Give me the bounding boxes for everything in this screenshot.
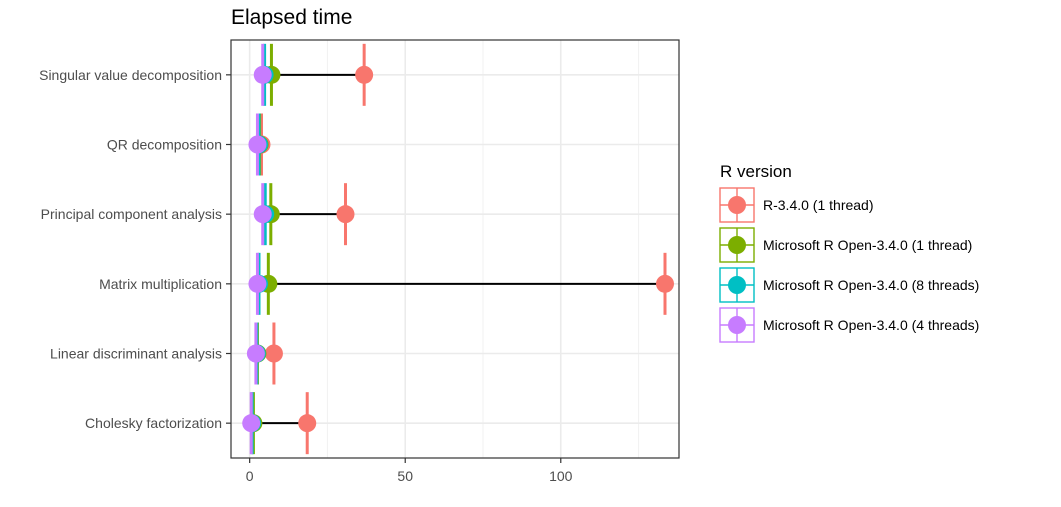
legend: R version R-3.4.0 (1 thread) Microsoft R … bbox=[719, 162, 979, 343]
legend-key-point bbox=[728, 316, 746, 334]
legend-label: R-3.4.0 (1 thread) bbox=[763, 197, 874, 213]
legend-item: Microsoft R Open-3.4.0 (1 thread) bbox=[719, 227, 972, 263]
data-marks bbox=[242, 43, 674, 455]
legend-key-point bbox=[728, 196, 746, 214]
point-mark bbox=[656, 274, 674, 293]
x-axis: 0 50 100 bbox=[246, 458, 573, 484]
legend-item: R-3.4.0 (1 thread) bbox=[719, 187, 874, 223]
legend-key-point bbox=[728, 236, 746, 254]
legend-label: Microsoft R Open-3.4.0 (1 thread) bbox=[763, 237, 972, 253]
x-tick-label: 0 bbox=[246, 468, 254, 484]
point-mark bbox=[248, 135, 267, 154]
y-tick-label: Principal component analysis bbox=[41, 206, 222, 222]
x-tick-label: 100 bbox=[549, 468, 573, 484]
chart-title: Elapsed time bbox=[231, 6, 352, 29]
point-mark bbox=[253, 205, 272, 224]
legend-title: R version bbox=[720, 162, 792, 181]
x-tick-label: 50 bbox=[397, 468, 413, 484]
y-tick-label: Linear discriminant analysis bbox=[50, 346, 222, 362]
y-tick-label: Cholesky factorization bbox=[85, 415, 222, 431]
y-axis: Cholesky factorization Linear discriminan… bbox=[39, 67, 231, 431]
plot-border bbox=[230, 39, 680, 459]
point-mark bbox=[242, 414, 261, 433]
legend-label: Microsoft R Open-3.4.0 (8 threads) bbox=[763, 277, 979, 293]
point-mark bbox=[336, 205, 355, 224]
y-tick-label: Singular value decomposition bbox=[39, 67, 222, 83]
legend-key-point bbox=[728, 276, 746, 294]
point-mark bbox=[246, 344, 265, 363]
point-mark bbox=[253, 65, 272, 84]
legend-item: Microsoft R Open-3.4.0 (4 threads) bbox=[719, 307, 979, 343]
point-mark bbox=[355, 65, 374, 84]
y-tick-label: QR decomposition bbox=[107, 137, 222, 153]
y-tick-label: Matrix multiplication bbox=[99, 276, 222, 292]
point-mark bbox=[264, 344, 283, 363]
plot-panel bbox=[231, 40, 679, 458]
point-mark bbox=[298, 414, 317, 433]
legend-label: Microsoft R Open-3.4.0 (4 threads) bbox=[763, 317, 979, 333]
point-mark bbox=[248, 274, 267, 293]
legend-item: Microsoft R Open-3.4.0 (8 threads) bbox=[719, 267, 979, 303]
